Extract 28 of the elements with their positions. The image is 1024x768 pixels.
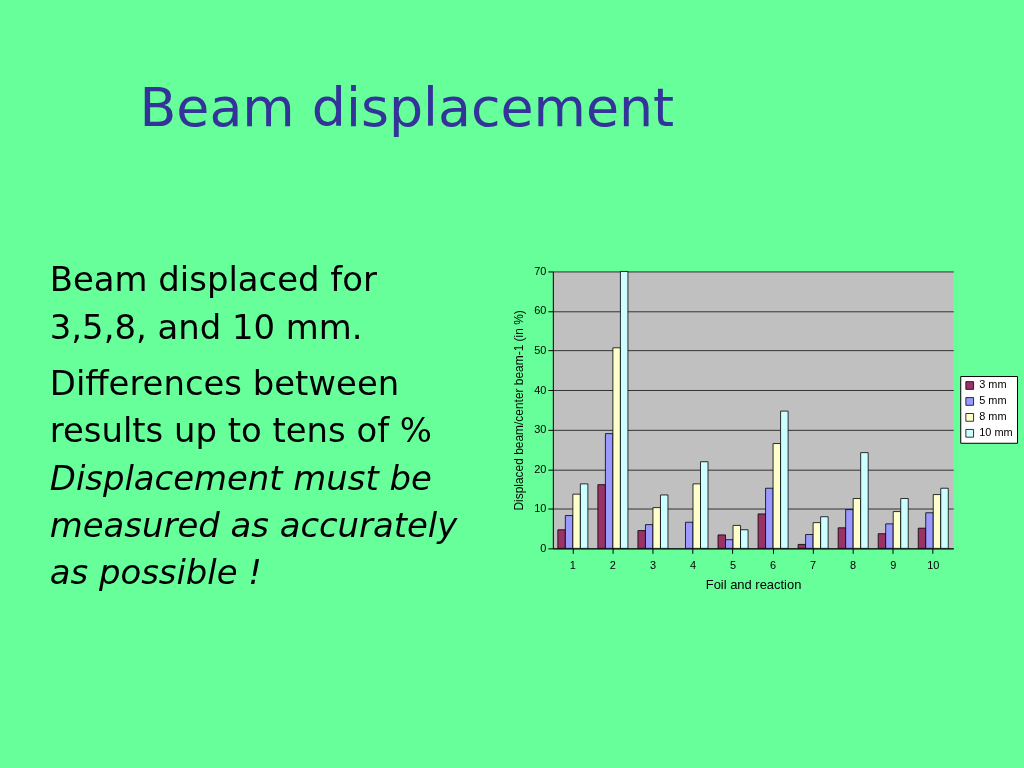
x-tick-label: 10 [927,558,940,571]
legend-label: 8 mm [979,410,1007,423]
y-tick-label: 20 [534,462,547,475]
text: Beam displaced for 3,5,8, and 10 mm. [49,260,377,347]
x-tick-label: 5 [729,558,737,571]
x-tick-label: 2 [609,558,616,571]
text: Differences between results up to tens of % [49,363,433,451]
y-axis-title: Displaced beam/center beam-1 (in %) [512,310,527,511]
x-axis-title: Foil and reaction [705,576,802,592]
y-tick-label: 50 [534,344,547,357]
y-tick-label: 10 [534,502,547,515]
y-tick-label: 60 [534,304,547,317]
x-tick-label: 6 [770,558,777,571]
legend-label: 3 mm [979,378,1007,391]
text: Displacement must be measured as accurately as possible ! [49,458,459,593]
x-tick-label: 4 [689,558,697,571]
x-tick-label: 1 [569,558,576,571]
x-tick-label: 3 [649,558,656,571]
y-tick-label: 0 [540,541,547,554]
y-tick-label: 30 [534,423,547,436]
chart-title: Beam displacement [139,76,675,140]
x-tick-label: 8 [850,558,857,571]
legend-label: 10 mm [979,426,1013,439]
y-tick-label: 70 [534,264,547,277]
y-tick-label: 40 [534,383,547,396]
legend-label: 5 mm [979,394,1007,407]
x-tick-label: 7 [810,558,817,571]
x-tick-label: 9 [890,558,897,571]
